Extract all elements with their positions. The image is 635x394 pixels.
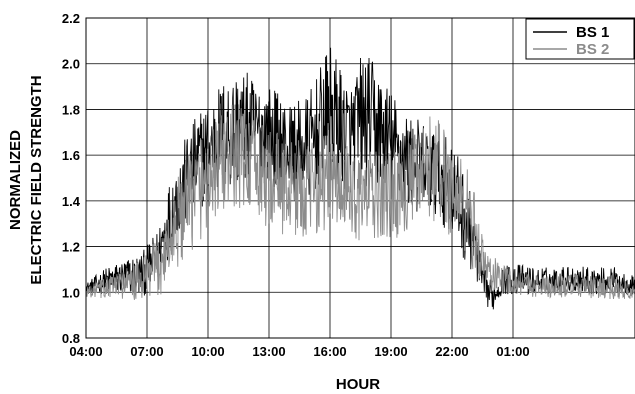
x-tick-label: 10:00	[191, 344, 224, 359]
x-tick-label: 19:00	[374, 344, 407, 359]
y-tick-label: 2.2	[62, 11, 80, 26]
x-tick-label: 22:00	[435, 344, 468, 359]
x-axis-label: HOUR	[336, 376, 380, 393]
plot-frame	[85, 17, 635, 339]
y-axis-label-line-2: ELECTRIC FIELD STRENGTH	[28, 75, 45, 284]
series-line-bs-1	[85, 47, 635, 310]
y-tick-label: 1.0	[62, 285, 80, 300]
series-layer	[85, 47, 635, 310]
legend-label: BS 1	[576, 24, 609, 41]
series-line-bs-2	[85, 104, 635, 300]
x-tick-label: 13:00	[252, 344, 285, 359]
y-tick-label: 2.0	[62, 57, 80, 72]
x-tick-label: 01:00	[496, 344, 529, 359]
y-axis-label-line-1: NORMALIZED	[7, 130, 24, 230]
y-tick-label: 1.4	[62, 194, 81, 209]
y-tick-label: 1.2	[62, 240, 80, 255]
x-tick-label: 04:00	[69, 344, 102, 359]
legend: BS 1BS 2	[525, 18, 635, 60]
legend-label: BS 2	[576, 41, 609, 58]
y-tick-labels: 0.8 1.0 1.2 1.4 1.6 1.8 2.0 2.2	[62, 11, 81, 346]
y-tick-label: 0.8	[62, 331, 80, 346]
x-tick-labels: 04:00 07:00 10:00 13:00 16:00 19:00 22:00 01:00	[69, 344, 529, 359]
x-tick-label: 16:00	[313, 344, 346, 359]
y-tick-label: 1.8	[62, 102, 80, 117]
legend-box	[525, 18, 635, 60]
x-tick-label: 07:00	[130, 344, 163, 359]
y-tick-label: 1.6	[62, 148, 80, 163]
